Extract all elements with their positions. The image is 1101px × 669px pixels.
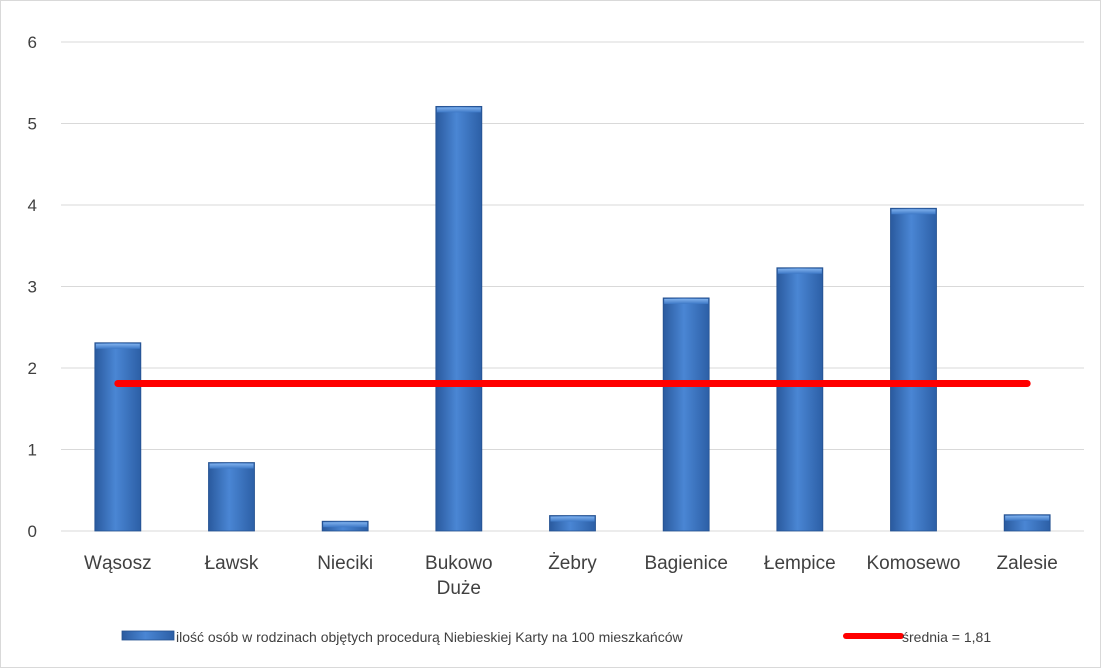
bar-highlight: [664, 298, 709, 304]
bar-highlight: [891, 209, 936, 215]
x-category-label: Bagienice: [644, 553, 727, 574]
grid-lines: [61, 41, 1084, 532]
x-category-label: Bukowo Duże: [425, 553, 493, 599]
x-axis: Wąsosz Ławsk Nieciki Bukowo Duże Żebry Bagieni…: [84, 553, 1058, 599]
bar-highlight: [209, 463, 254, 469]
x-category-label: Ławsk: [205, 553, 259, 574]
y-tick-label: 6: [28, 33, 37, 52]
bar-highlight: [777, 268, 822, 274]
legend-line-label: średnia = 1,81: [902, 629, 991, 645]
bar-highlight: [550, 516, 595, 522]
bar-highlight: [323, 522, 368, 528]
x-category-label: Komosewo: [867, 553, 961, 574]
x-category-label: Zalesie: [997, 553, 1058, 574]
y-tick-label: 5: [28, 115, 37, 134]
bar: [435, 105, 483, 532]
bar-highlight: [436, 107, 481, 113]
bar: [776, 267, 824, 532]
bar-series: [94, 105, 1051, 532]
y-axis: 0 1 2 3 4 5 6: [28, 33, 37, 541]
y-tick-label: 2: [28, 359, 37, 378]
bar: [208, 462, 255, 532]
y-tick-label: 3: [28, 278, 37, 297]
x-category-label: Nieciki: [317, 553, 373, 574]
bar-highlight: [1005, 515, 1050, 521]
bar: [94, 342, 142, 532]
x-category-label: Łempice: [764, 553, 836, 574]
legend: ilość osób w rodzinach objętych procedur…: [121, 629, 991, 645]
y-tick-label: 4: [28, 196, 37, 215]
bar-highlight: [95, 343, 140, 349]
bar: [890, 207, 937, 532]
y-tick-label: 1: [28, 441, 37, 460]
legend-bar-label: ilość osób w rodzinach objętych procedur…: [176, 629, 683, 645]
x-category-label: Wąsosz: [84, 553, 152, 574]
legend-bar-swatch: [121, 630, 175, 641]
bar: [662, 297, 710, 532]
y-tick-label: 0: [28, 522, 37, 541]
x-category-label: Żebry: [548, 553, 597, 574]
